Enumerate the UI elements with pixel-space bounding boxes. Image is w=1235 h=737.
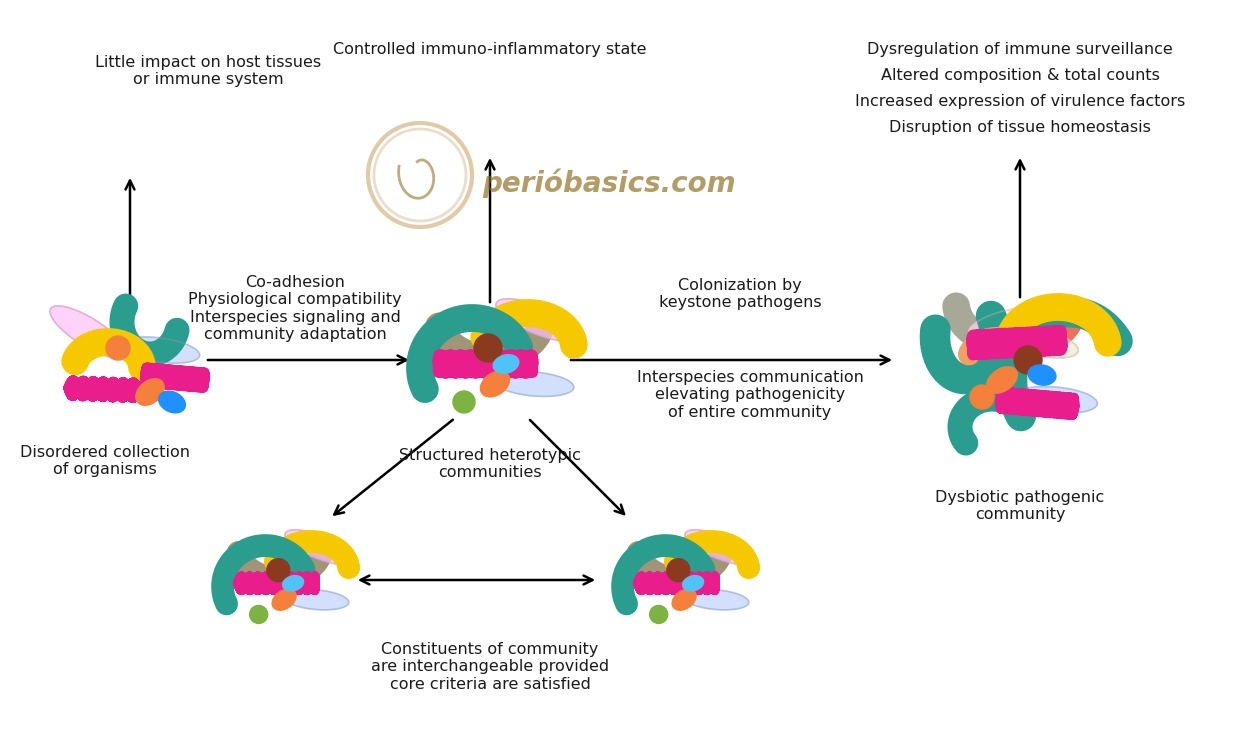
Ellipse shape [480,371,510,397]
Ellipse shape [493,354,519,374]
Ellipse shape [136,379,164,405]
Circle shape [474,334,501,362]
Text: Disordered collection
of organisms: Disordered collection of organisms [20,445,190,478]
Text: perióbasics.com: perióbasics.com [482,168,736,198]
Circle shape [106,336,130,360]
Ellipse shape [968,308,1041,338]
Text: Altered composition & total counts: Altered composition & total counts [881,68,1160,83]
Circle shape [969,385,994,409]
Circle shape [267,559,290,581]
Text: Dysregulation of immune surveillance: Dysregulation of immune surveillance [867,42,1173,57]
Ellipse shape [672,589,697,610]
Ellipse shape [496,298,580,341]
Text: Interspecies communication
elevating pathogenicity
of entire community: Interspecies communication elevating pat… [636,370,863,420]
Ellipse shape [987,367,1018,394]
Circle shape [249,605,268,624]
Text: Colonization by
keystone pathogens: Colonization by keystone pathogens [658,278,821,310]
Circle shape [650,605,668,624]
Text: Constituents of community
are interchangeable provided
core criteria are satisfi: Constituents of community are interchang… [370,642,609,692]
Ellipse shape [283,576,304,591]
Ellipse shape [120,337,200,363]
Ellipse shape [272,589,296,610]
Text: Co-adhesion
Physiological compatibility
Interspecies signaling and
community ada: Co-adhesion Physiological compatibility … [188,275,401,342]
Circle shape [1014,346,1042,374]
Ellipse shape [683,576,704,591]
Text: Structured heterotypic
communities: Structured heterotypic communities [399,448,580,481]
Circle shape [453,391,475,413]
Text: Little impact on host tissues
or immune system: Little impact on host tissues or immune … [95,55,321,88]
Ellipse shape [683,590,748,610]
Text: Increased expression of virulence factors: Increased expression of virulence factor… [855,94,1186,109]
Text: Dysbiotic pathogenic
community: Dysbiotic pathogenic community [935,490,1104,523]
Ellipse shape [285,530,354,565]
Ellipse shape [685,530,753,565]
Ellipse shape [158,391,185,413]
Ellipse shape [1013,386,1098,413]
Text: Disruption of tissue homeostasis: Disruption of tissue homeostasis [889,120,1151,135]
Text: Controlled immuno-inflammatory state: Controlled immuno-inflammatory state [333,42,647,57]
Ellipse shape [1002,328,1078,358]
Ellipse shape [49,306,126,358]
Ellipse shape [1028,365,1056,385]
Ellipse shape [494,371,574,397]
Ellipse shape [283,590,348,610]
Circle shape [667,559,690,581]
